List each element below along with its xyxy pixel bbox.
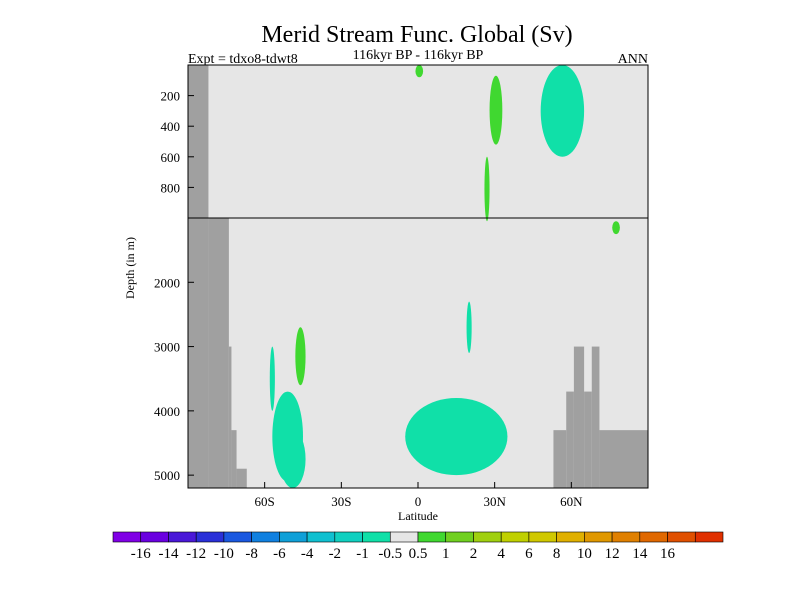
land-mask-9 <box>584 391 592 488</box>
colorbar-box-20 <box>639 531 668 543</box>
y-tick-label-1: 200 <box>161 89 181 104</box>
colorbar-box-5 <box>223 531 252 543</box>
colorbar-box-21 <box>667 531 696 543</box>
y-tick-label-2: 400 <box>161 119 181 134</box>
axes: 60S 30S 0 30N 60N 200 400 600 800 2000 3000 4000 500… <box>154 64 649 509</box>
x-tick-label-4: 30N <box>483 494 506 509</box>
contour-region-7 <box>489 75 503 145</box>
y-tick-label-5: 2000 <box>154 275 180 290</box>
y-tick-label-6: 3000 <box>154 340 180 355</box>
colorbar-label-2: -14 <box>158 546 178 562</box>
colorbar: -16 -14 -12 -10 -8 -6 -4 -2 -1 -0.5 0.5 1 2 4 6 8 10 12 14… <box>112 531 724 562</box>
center-subtitle: 116kyr BP - 116kyr BP <box>353 48 484 63</box>
colorbar-label-9: -1 <box>356 546 369 562</box>
colorbar-label-11: 0.5 <box>409 546 428 562</box>
left-subtitle: Expt = tdxo8-tdwt8 <box>188 52 298 67</box>
colorbar-box-16 <box>528 531 557 543</box>
colorbar-label-18: 12 <box>605 546 620 562</box>
y-tick-label-7: 4000 <box>154 404 180 419</box>
colorbar-label-19: 14 <box>632 546 648 562</box>
y-axis-label: Depth (in m) <box>123 237 137 299</box>
colorbar-box-10 <box>362 531 391 543</box>
land-mask-10 <box>591 346 600 488</box>
colorbar-label-5: -8 <box>245 546 258 562</box>
colorbar-box-17 <box>556 531 585 543</box>
colorbar-label-17: 10 <box>577 546 592 562</box>
colorbar-label-12: 1 <box>442 546 450 562</box>
y-tick-label-3: 600 <box>161 150 181 165</box>
land-mask-3 <box>228 346 232 488</box>
colorbar-label-4: -10 <box>214 546 234 562</box>
x-axis-label: Latitude <box>398 509 438 523</box>
land-mask-4 <box>231 430 237 488</box>
contour-region-12 <box>269 346 275 411</box>
colorbar-label-1: -16 <box>131 546 151 562</box>
colorbar-box-15 <box>500 531 530 543</box>
contour-region-11 <box>466 301 472 353</box>
colorbar-box-2 <box>140 531 169 543</box>
colorbar-box-9 <box>334 531 363 543</box>
colorbar-label-13: 2 <box>470 546 478 562</box>
chart-title: Merid Stream Func. Global (Sv) <box>261 22 572 48</box>
contour-region-6 <box>295 327 306 386</box>
colorbar-box-7 <box>279 531 308 543</box>
x-tick-label-2: 30S <box>331 494 351 509</box>
land-mask-7 <box>566 391 574 488</box>
x-tick-label-3: 0 <box>415 494 422 509</box>
colorbar-box-6 <box>251 531 280 543</box>
colorbar-box-18 <box>584 531 613 543</box>
contour-region-10 <box>415 65 424 78</box>
y-tick-label-8: 5000 <box>154 468 180 483</box>
colorbar-label-15: 6 <box>525 546 533 562</box>
land-mask-8 <box>573 346 585 488</box>
colorbar-box-12 <box>417 531 447 543</box>
plot-area <box>188 65 648 489</box>
colorbar-box-14 <box>473 531 502 543</box>
colorbar-label-16: 8 <box>553 546 561 562</box>
colorbar-box-19 <box>611 531 641 543</box>
contour-region-5 <box>272 391 303 482</box>
colorbar-label-6: -6 <box>273 546 286 562</box>
colorbar-label-7: -4 <box>301 546 314 562</box>
colorbar-box-11 <box>389 531 419 543</box>
colorbar-box-4 <box>195 531 225 543</box>
land-mask-1 <box>188 65 209 488</box>
land-mask-11 <box>599 430 648 488</box>
land-mask-6 <box>553 430 567 488</box>
colorbar-box-8 <box>306 531 336 543</box>
land-mask-5 <box>236 468 247 488</box>
x-tick-label-5: 60N <box>560 494 583 509</box>
colorbar-label-20: 16 <box>660 546 676 562</box>
contour-region-4 <box>540 65 585 157</box>
colorbar-label-10: -0.5 <box>378 546 402 562</box>
contour-region-8 <box>484 156 490 222</box>
land-mask-2 <box>208 218 229 488</box>
right-subtitle: ANN <box>618 52 648 67</box>
colorbar-box-1 <box>112 531 142 543</box>
x-tick-label-1: 60S <box>255 494 275 509</box>
colorbar-box-13 <box>445 531 474 543</box>
contour-region-9 <box>612 221 620 235</box>
colorbar-label-14: 4 <box>497 546 505 562</box>
colorbar-box-3 <box>168 531 197 543</box>
colorbar-label-3: -12 <box>186 546 206 562</box>
colorbar-label-8: -2 <box>329 546 342 562</box>
y-tick-label-4: 800 <box>161 180 181 195</box>
contour-region-3 <box>405 398 508 476</box>
colorbar-box-22 <box>694 531 724 543</box>
